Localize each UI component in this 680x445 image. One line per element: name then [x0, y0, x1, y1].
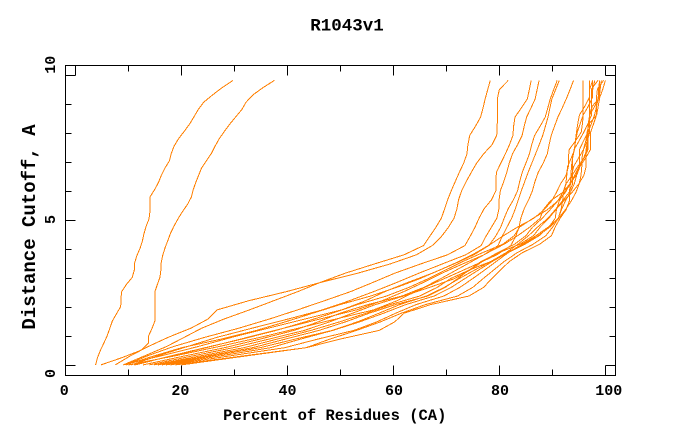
svg-text:10: 10	[43, 56, 60, 74]
svg-text:80: 80	[491, 383, 509, 400]
svg-text:100: 100	[595, 383, 622, 400]
svg-text:60: 60	[385, 383, 403, 400]
svg-text:Distance Cutoff, A: Distance Cutoff, A	[19, 124, 41, 330]
svg-text:40: 40	[278, 383, 296, 400]
svg-text:5: 5	[43, 215, 60, 224]
svg-text:20: 20	[171, 383, 189, 400]
svg-text:Percent of Residues (CA): Percent of Residues (CA)	[223, 407, 446, 425]
svg-text:0: 0	[43, 369, 60, 378]
svg-text:0: 0	[60, 383, 69, 400]
svg-text:R1043v1: R1043v1	[310, 17, 384, 37]
